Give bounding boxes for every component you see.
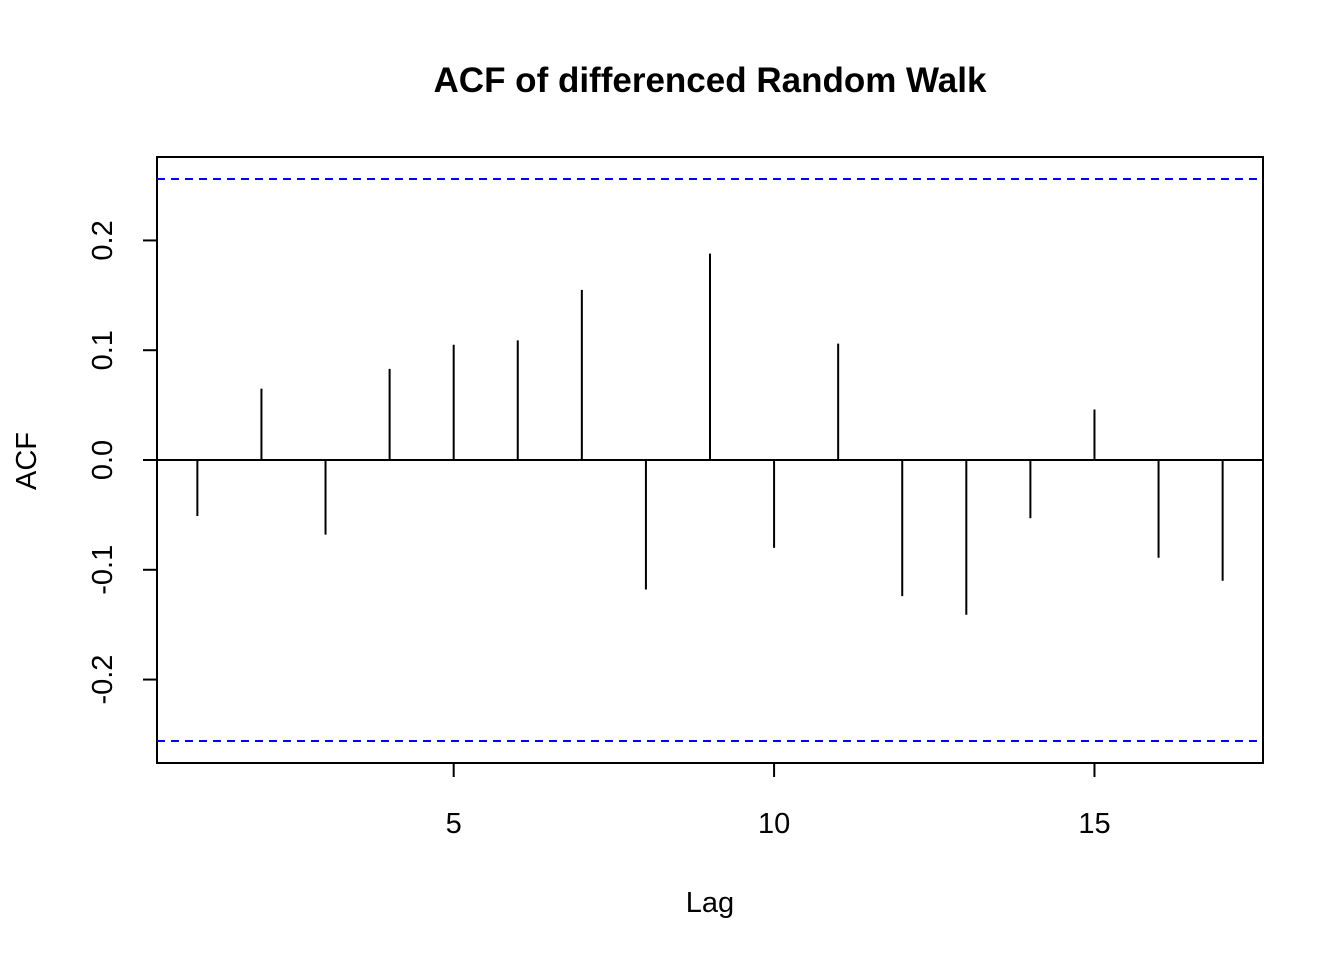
y-tick-label: 0.0	[87, 440, 119, 480]
y-tick-label: 0.1	[87, 330, 119, 370]
chart-title: ACF of differenced Random Walk	[434, 61, 987, 100]
plot-area: 5 10 15 -0.2 -0.1 0.0 0.1 0.2	[87, 156, 1264, 840]
x-axis-label: Lag	[686, 887, 734, 919]
x-tick-label: 10	[758, 808, 790, 840]
y-tick-label: -0.2	[87, 655, 119, 705]
y-tick-label: -0.1	[87, 545, 119, 595]
y-axis-label: ACF	[11, 432, 43, 490]
y-tick-label: 0.2	[87, 220, 119, 260]
x-tick-label: 5	[446, 808, 462, 840]
x-tick-label: 15	[1078, 808, 1110, 840]
